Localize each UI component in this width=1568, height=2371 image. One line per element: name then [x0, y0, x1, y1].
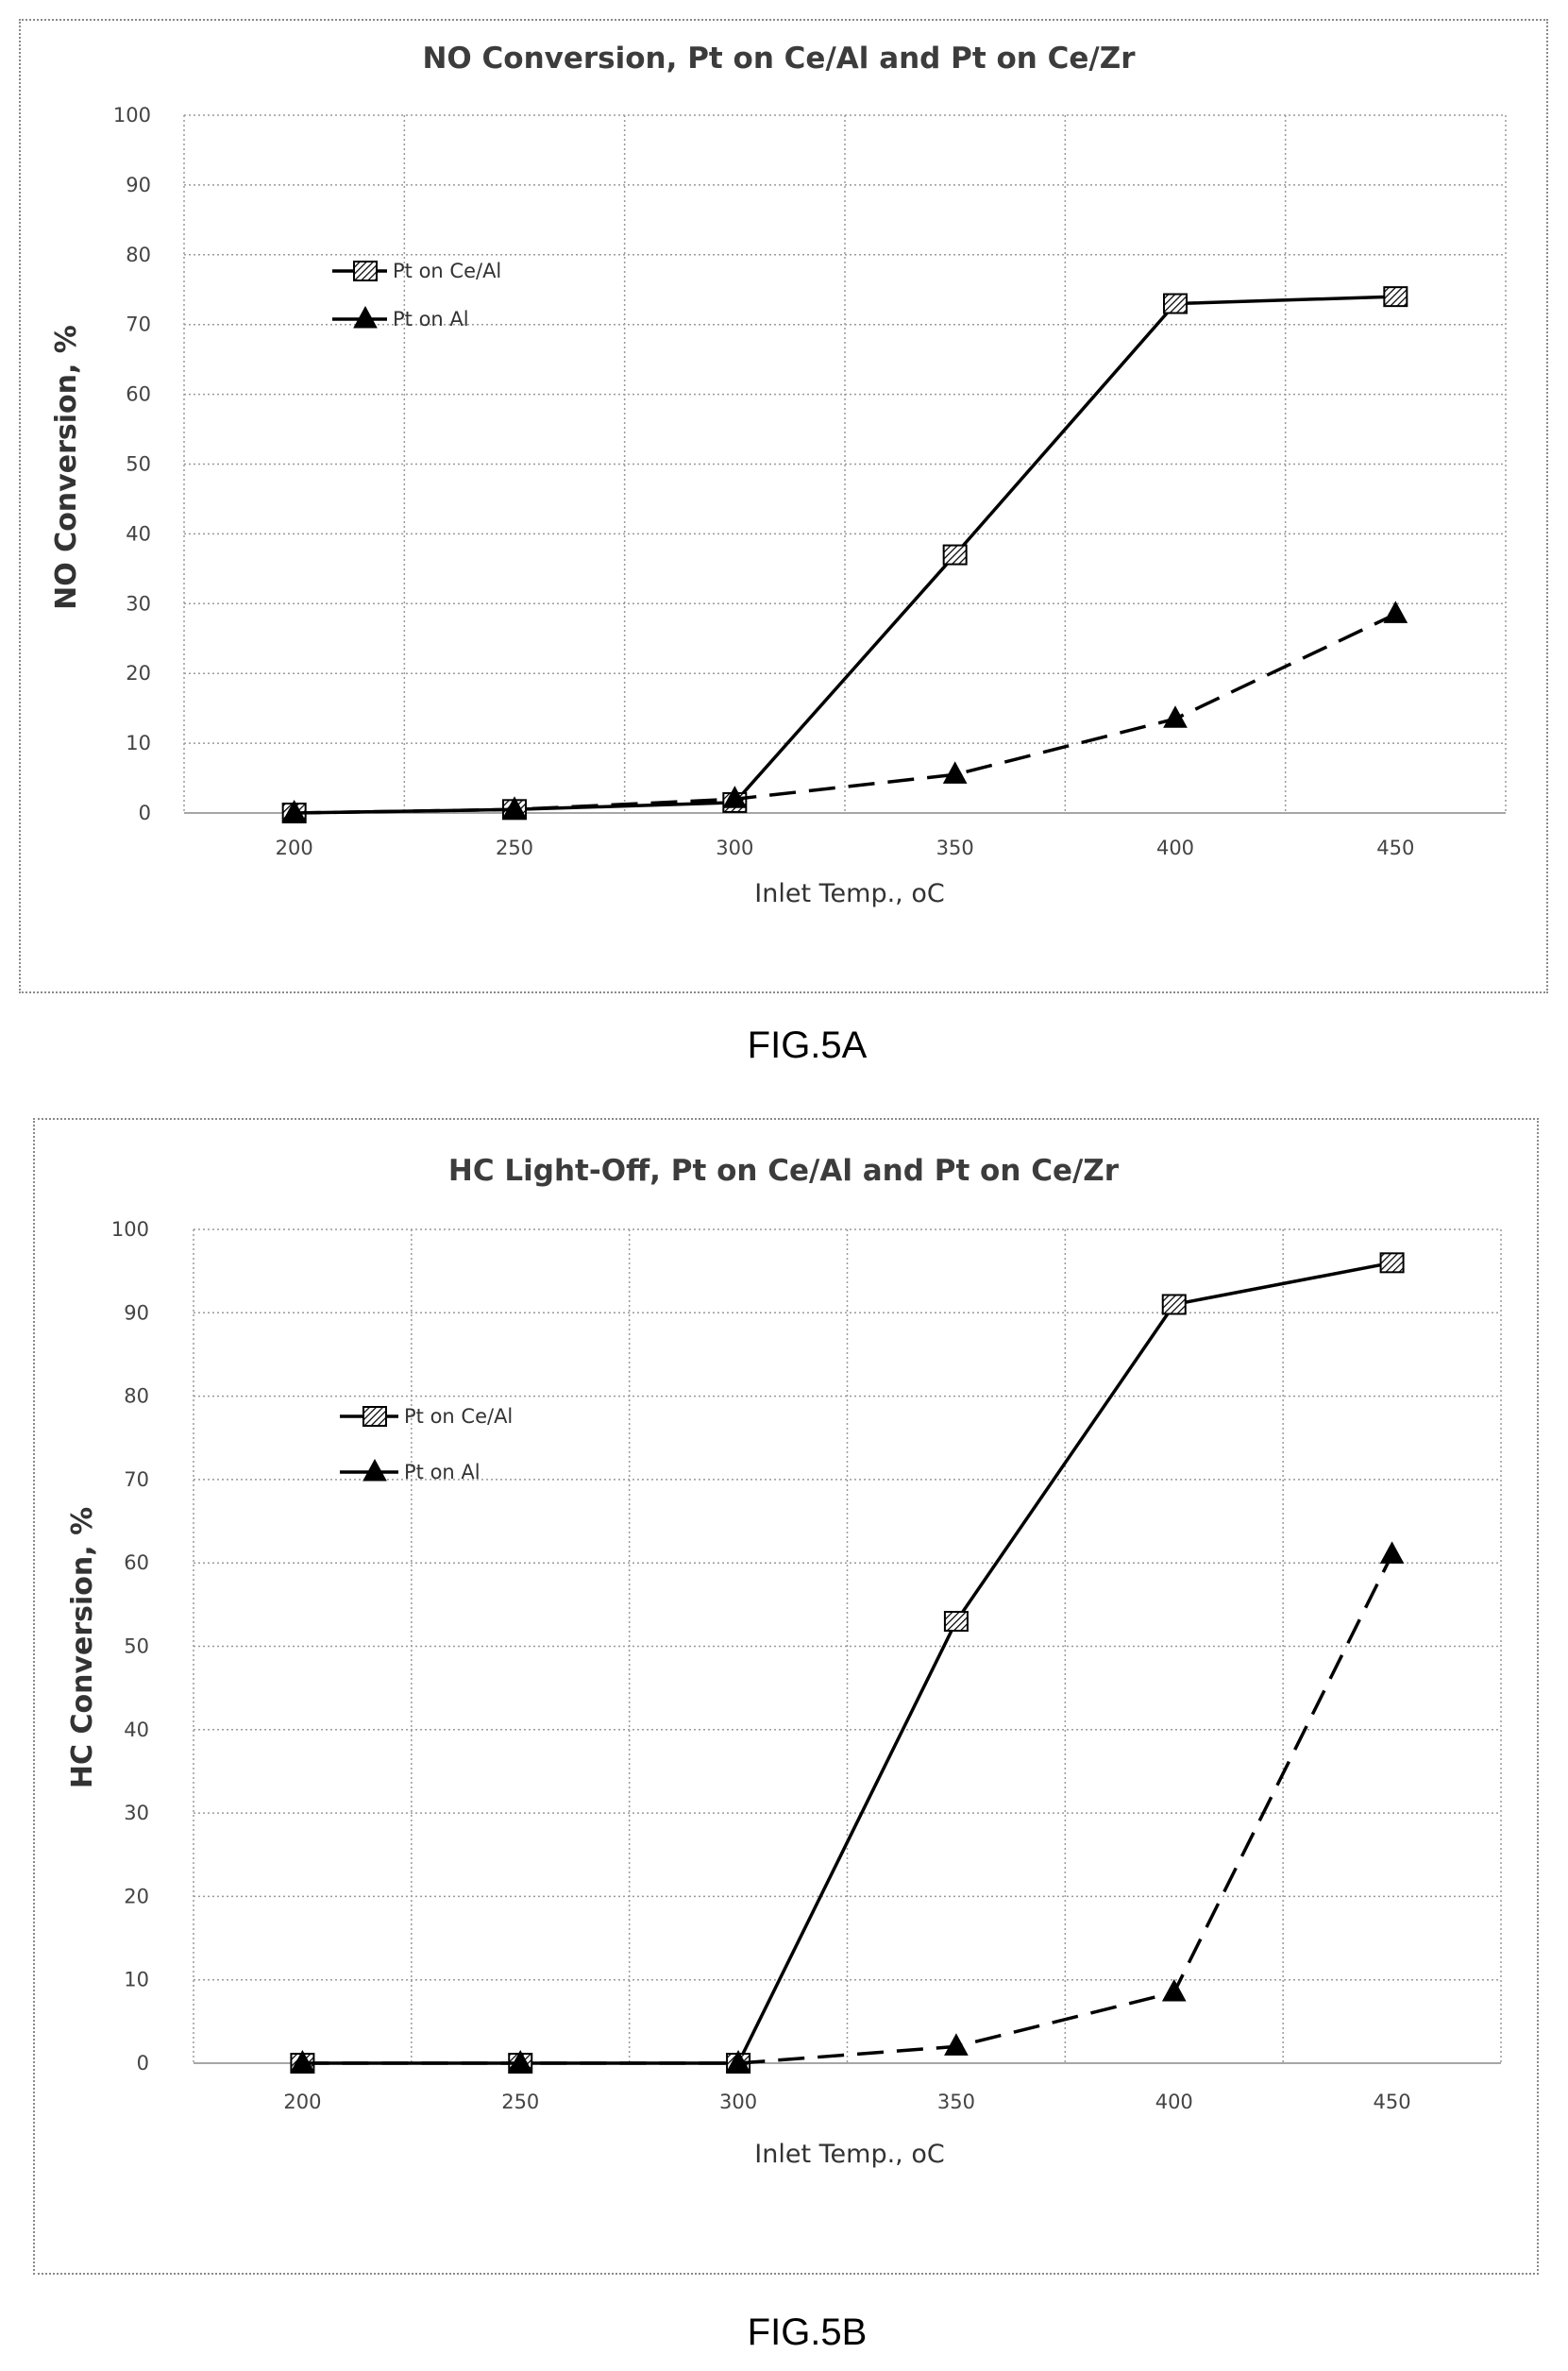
- data-point-marker: [1161, 1978, 1187, 2002]
- y-tick-label: 60: [126, 383, 151, 406]
- series-line: [302, 1553, 1394, 2065]
- chart-a: 0 10 20 30 40 50 60 70 80 90 100 200 250 300 350 400 450…: [50, 42, 1507, 908]
- y-tick-label: 70: [124, 1468, 149, 1491]
- data-point-marker: [1383, 601, 1408, 623]
- chart-b: 0 10 20 30 40 50 60 70 80 90 100 200 250 300 350 400 450…: [66, 1154, 1502, 2169]
- data-point-marker: [508, 2049, 533, 2073]
- x-axis-title: Inlet Temp., oC: [754, 2140, 944, 2169]
- x-tick-label: 450: [1374, 2091, 1411, 2113]
- data-point-marker: [722, 786, 748, 808]
- y-tick-label: 20: [126, 662, 151, 685]
- legend-label: Pt on Al: [404, 1461, 481, 1483]
- legend-label: Pt on Al: [393, 308, 469, 330]
- y-tick-label: 40: [126, 522, 151, 545]
- y-tick-label: 50: [126, 453, 151, 476]
- chart-title: NO Conversion, Pt on Ce/Al and Pt on Ce/…: [422, 42, 1136, 76]
- y-tick-label: 20: [124, 1885, 149, 1907]
- x-tick-label: 350: [936, 837, 974, 859]
- x-tick-label: 250: [496, 837, 533, 859]
- y-axis-title: HC Conversion, %: [66, 1507, 99, 1788]
- y-tick-label: 10: [126, 732, 151, 754]
- y-axis-title: NO Conversion, %: [50, 325, 83, 610]
- x-tick-label: 200: [283, 2091, 321, 2113]
- x-tick-label: 400: [1156, 837, 1194, 859]
- data-point-marker: [281, 799, 307, 822]
- y-tick-label: 90: [124, 1301, 149, 1324]
- legend-marker: [353, 261, 378, 281]
- y-tick-label: 0: [137, 2052, 149, 2075]
- y-tick-label: 40: [124, 1719, 149, 1741]
- figure-caption-a: FIG.5A: [747, 1025, 868, 1066]
- x-tick-label: 400: [1155, 2091, 1193, 2113]
- x-axis-title: Inlet Temp., oC: [754, 879, 944, 908]
- legend-label: Pt on Ce/Al: [404, 1405, 513, 1428]
- legend-marker: [353, 305, 378, 329]
- x-tick-label: 450: [1376, 837, 1414, 859]
- data-point-marker: [726, 2049, 750, 2073]
- chart-panel-b: [33, 1118, 1539, 2275]
- legend-marker: [362, 1458, 387, 1482]
- chart-panel-a: [19, 19, 1548, 993]
- legend-label: Pt on Ce/Al: [393, 260, 501, 282]
- data-point-marker: [1163, 293, 1188, 314]
- data-point-marker: [1161, 1294, 1187, 1315]
- x-tick-label: 350: [937, 2091, 975, 2113]
- data-point-marker: [942, 544, 968, 566]
- x-tick-label: 250: [501, 2091, 539, 2113]
- x-tick-label: 200: [276, 837, 313, 859]
- y-tick-label: 60: [124, 1551, 149, 1574]
- x-tick-label: 300: [716, 837, 753, 859]
- data-point-marker: [1163, 705, 1188, 728]
- data-point-marker: [502, 796, 527, 819]
- data-point-marker: [290, 2049, 315, 2073]
- series-line: [294, 612, 1397, 815]
- data-point-marker: [1379, 1252, 1405, 1274]
- y-tick-label: 80: [126, 244, 151, 266]
- y-tick-label: 90: [126, 174, 151, 196]
- y-tick-label: 50: [124, 1635, 149, 1658]
- y-tick-label: 30: [126, 592, 151, 615]
- x-tick-label: 300: [719, 2091, 757, 2113]
- legend-marker: [362, 1406, 387, 1427]
- data-point-marker: [1383, 286, 1408, 308]
- data-point-marker: [1379, 1541, 1405, 1564]
- chart-title: HC Light-Off, Pt on Ce/Al and Pt on Ce/Z…: [448, 1154, 1120, 1188]
- y-tick-label: 100: [111, 1218, 149, 1241]
- y-tick-label: 30: [124, 1802, 149, 1824]
- y-tick-label: 70: [126, 313, 151, 336]
- y-tick-label: 0: [139, 802, 151, 824]
- y-tick-label: 80: [124, 1385, 149, 1408]
- figure-caption-b: FIG.5B: [747, 2312, 868, 2353]
- data-point-marker: [944, 2033, 969, 2056]
- y-tick-label: 10: [124, 1969, 149, 1991]
- data-point-marker: [943, 1611, 969, 1633]
- y-tick-label: 100: [113, 104, 151, 127]
- data-point-marker: [942, 761, 968, 784]
